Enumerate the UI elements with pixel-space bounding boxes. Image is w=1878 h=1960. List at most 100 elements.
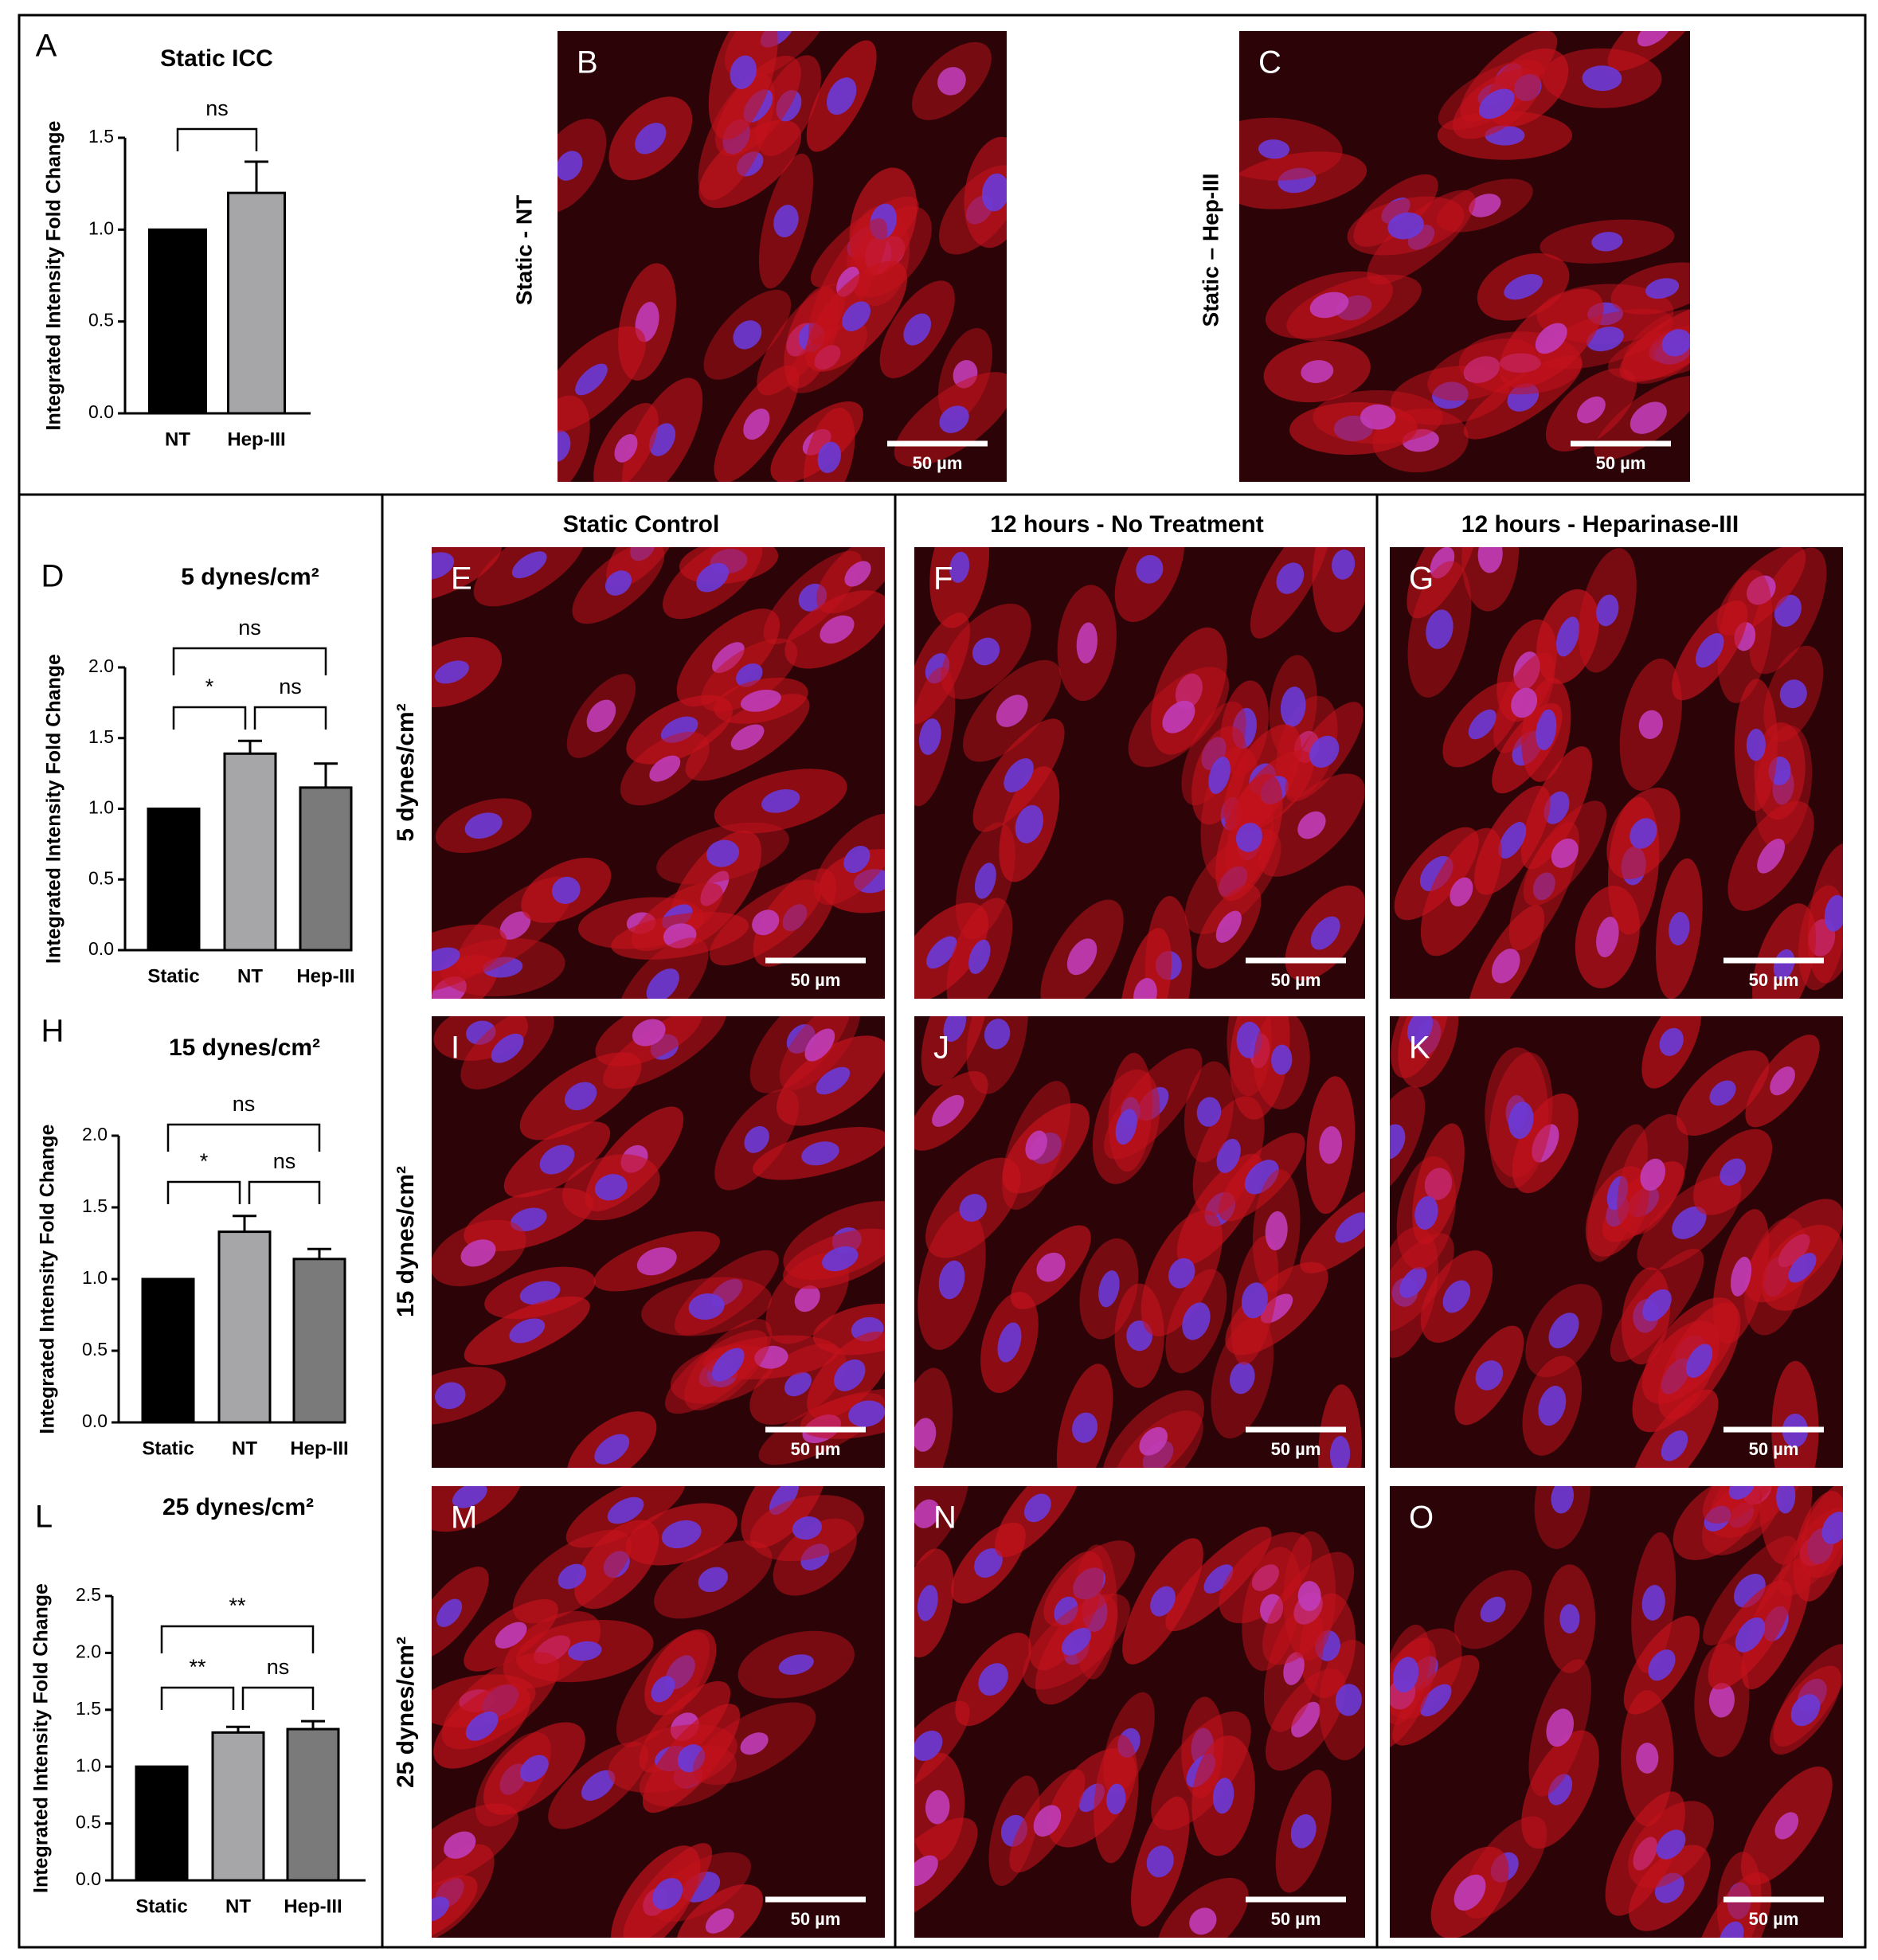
- nucleus: [903, 313, 932, 346]
- nucleus: [1468, 709, 1497, 740]
- row-label: 5 dynes/cm²: [393, 703, 419, 841]
- nucleus: [918, 718, 941, 755]
- significance-label: ns: [205, 96, 229, 120]
- nucleus: [435, 660, 469, 684]
- panel-letter: C: [1258, 45, 1281, 80]
- scale-bar-label: 50 µm: [1749, 1909, 1799, 1929]
- nucleus: [826, 77, 857, 115]
- nucleus: [558, 430, 571, 463]
- significance-label: ns: [279, 675, 302, 698]
- significance-label: ns: [273, 1149, 296, 1173]
- nucleus: [1442, 1280, 1471, 1313]
- significance-label: **: [229, 1594, 246, 1618]
- nucleus: [984, 1019, 1011, 1050]
- nucleus: [696, 562, 729, 593]
- scale-bar-label: 50 µm: [791, 970, 841, 990]
- nucleus: [607, 1496, 644, 1524]
- nucleus: [743, 409, 770, 440]
- nucleus: [1821, 1512, 1843, 1544]
- nucleus: [740, 1732, 769, 1755]
- x-tick-label: Hep-III: [284, 1895, 342, 1917]
- nucleus: [801, 1141, 839, 1166]
- nucleus: [1790, 1694, 1821, 1727]
- nucleus: [834, 1359, 866, 1391]
- y-tick-label: 0.0: [88, 401, 114, 422]
- nucleus: [1630, 401, 1667, 434]
- nucleus: [1332, 550, 1356, 580]
- nucleus: [568, 1641, 602, 1661]
- x-tick-label: NT: [165, 428, 190, 450]
- nucleus: [1551, 838, 1579, 868]
- x-tick-label: Static: [135, 1895, 187, 1917]
- significance-bracket: [166, 1180, 241, 1204]
- nucleus: [491, 1033, 524, 1063]
- nucleus: [1728, 1486, 1755, 1500]
- scale-bar-label: 50 µm: [1596, 453, 1646, 473]
- nucleus: [761, 788, 800, 813]
- nucleus: [558, 1563, 587, 1590]
- micrograph: B 50 µm: [558, 31, 1007, 482]
- nucleus: [822, 1246, 859, 1272]
- nucleus: [1244, 1160, 1279, 1195]
- nucleus: [632, 1019, 666, 1047]
- nucleus: [1596, 917, 1619, 958]
- nucleus: [604, 570, 632, 596]
- nucleus: [816, 1066, 851, 1095]
- nucleus: [1290, 1813, 1317, 1849]
- y-tick-label: 0.0: [88, 938, 114, 959]
- y-tick-label: 2.0: [76, 1641, 101, 1661]
- nucleus: [784, 1371, 812, 1397]
- nucleus: [968, 939, 991, 974]
- y-tick-label: 0.5: [88, 867, 114, 888]
- nucleus: [1559, 1603, 1580, 1634]
- nucleus: [464, 812, 503, 839]
- micrograph: G 50 µm: [1390, 547, 1843, 999]
- nucleus: [564, 1082, 597, 1111]
- nucleus: [1720, 1158, 1746, 1186]
- nucleus: [1511, 687, 1538, 718]
- panel-letter: K: [1409, 1031, 1430, 1066]
- nucleus: [1399, 1266, 1427, 1298]
- nucleus: [914, 1730, 943, 1761]
- y-axis-label: Integrated Intensity Fold Change: [43, 120, 65, 430]
- nucleus: [1591, 232, 1623, 252]
- image-label: Static – Hep-III: [1198, 174, 1223, 327]
- nucleus: [1779, 679, 1807, 709]
- nucleus: [1036, 1252, 1066, 1282]
- chart-title: 25 dynes/cm²: [162, 1494, 314, 1520]
- nucleus: [937, 67, 966, 96]
- image-label: Static - NT: [511, 195, 536, 305]
- significance-bracket: [241, 1686, 315, 1710]
- significance-label: ns: [233, 1092, 256, 1116]
- bottom-frame: [18, 493, 1867, 1949]
- nucleus: [581, 1770, 616, 1802]
- nucleus: [594, 1174, 628, 1201]
- nucleus: [1477, 547, 1503, 573]
- nucleus: [1536, 709, 1557, 750]
- micrograph: C 50 µm: [1239, 31, 1690, 482]
- nucleus: [1426, 609, 1453, 649]
- error-bar: [301, 1719, 325, 1730]
- nucleus: [1276, 562, 1305, 594]
- nucleus: [1642, 1289, 1672, 1322]
- nucleus: [660, 716, 698, 743]
- scale-bar-label: 50 µm: [791, 1909, 841, 1929]
- nucleus: [1450, 877, 1473, 907]
- chart-title: 15 dynes/cm²: [169, 1035, 320, 1061]
- nucleus: [914, 1499, 940, 1528]
- y-tick-label: 1.5: [76, 1698, 101, 1719]
- significance-label: ns: [238, 616, 261, 640]
- nucleus: [661, 1520, 702, 1549]
- y-tick-label: 0.5: [76, 1812, 101, 1833]
- nucleus: [519, 1281, 561, 1305]
- x-tick-label: Hep-III: [290, 1438, 348, 1459]
- nucleus: [1478, 88, 1515, 119]
- nucleus: [1596, 594, 1619, 627]
- nucleus: [636, 1247, 677, 1276]
- nucleus: [978, 1663, 1008, 1696]
- nucleus: [1335, 1212, 1365, 1243]
- error-bar: [314, 762, 338, 788]
- scale-bar-label: 50 µm: [913, 453, 963, 473]
- nucleus: [804, 1028, 835, 1062]
- nucleus: [997, 1322, 1022, 1363]
